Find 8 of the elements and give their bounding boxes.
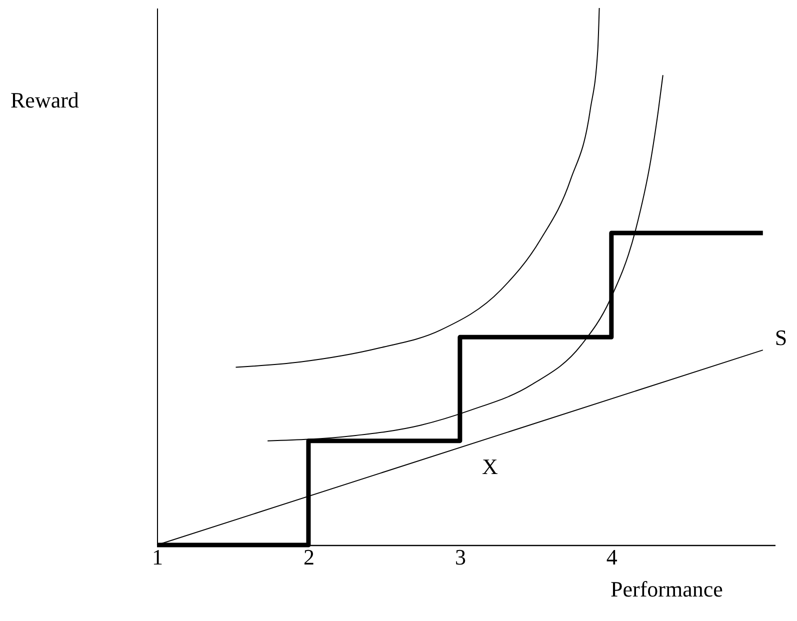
x-tick-label: 4 <box>606 544 618 570</box>
x-tick-label: 2 <box>303 544 314 570</box>
series-label: S <box>774 325 788 350</box>
annotation: X <box>482 454 498 479</box>
x-axis-title: Performance <box>610 576 723 602</box>
y-axis-title: Reward <box>10 88 79 112</box>
x-tick-label: 1 <box>152 544 163 570</box>
x-tick-label: 3 <box>454 544 466 570</box>
